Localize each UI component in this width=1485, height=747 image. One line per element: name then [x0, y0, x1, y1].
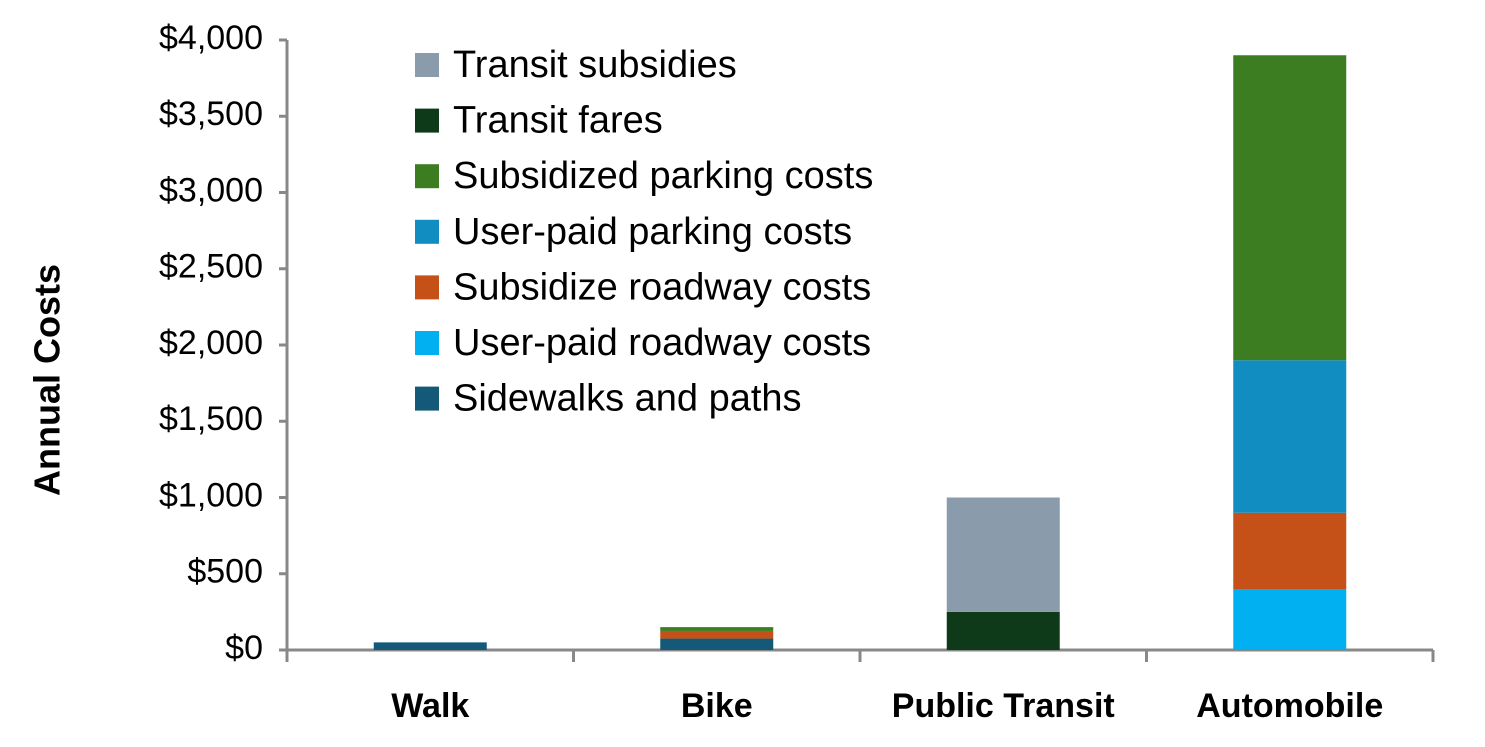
y-axis-title: Annual Costs [27, 264, 68, 496]
legend-label: Sidewalks and paths [453, 378, 802, 420]
y-tick-label: $3,500 [159, 95, 263, 133]
y-tick-label: $500 [187, 553, 263, 591]
y-tick-label: $2,000 [159, 324, 263, 362]
x-tick-label: Automobile [1196, 687, 1383, 725]
x-tick-label: Public Transit [892, 687, 1115, 725]
legend-label: Subsidize roadway costs [453, 266, 871, 308]
bar-segment [660, 638, 774, 650]
legend-label: Transit subsidies [453, 44, 737, 86]
bar-segment [1233, 360, 1347, 513]
legend-label: Subsidized parking costs [453, 155, 873, 197]
y-tick-label: $4,000 [159, 19, 263, 57]
y-tick-label: $0 [225, 629, 263, 667]
legend-swatch [415, 386, 439, 411]
bar-segment [1233, 589, 1347, 650]
legend-swatch [415, 331, 439, 355]
legend-swatch [415, 275, 439, 300]
bar-segment [1233, 55, 1347, 361]
legend-swatch [415, 53, 439, 77]
x-tick-label: Bike [681, 687, 753, 725]
bar-segment [1233, 512, 1347, 589]
bar-segment [373, 642, 487, 650]
legend-swatch [415, 108, 439, 133]
legend-label: User-paid roadway costs [453, 322, 871, 364]
bar-segment [946, 497, 1060, 612]
legend-swatch [415, 164, 439, 189]
y-tick-label: $1,000 [159, 476, 263, 514]
legend-label: Transit fares [453, 100, 663, 142]
y-tick-label: $3,000 [159, 171, 263, 209]
bar-segment [660, 630, 774, 639]
x-tick-label: Walk [391, 687, 469, 725]
y-tick-label: $1,500 [159, 400, 263, 438]
y-tick-label: $2,500 [159, 248, 263, 286]
legend-swatch [415, 219, 439, 244]
legend-label: User-paid parking costs [453, 211, 852, 253]
bar-segment [660, 627, 774, 631]
bar-segment [946, 611, 1060, 650]
